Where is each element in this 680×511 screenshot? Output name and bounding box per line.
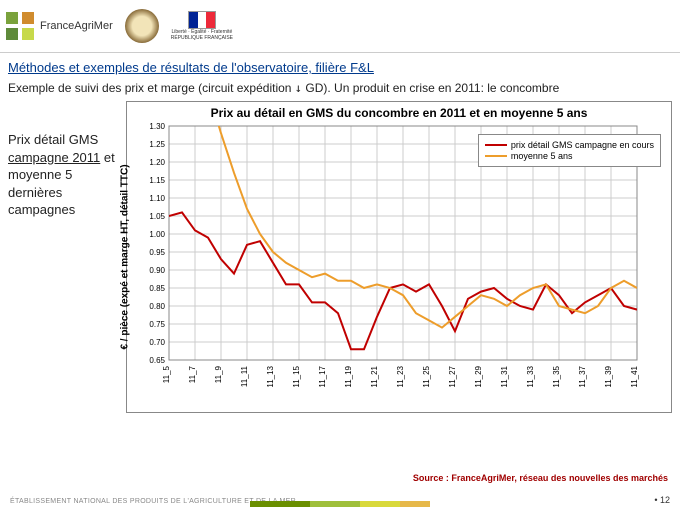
svg-text:11_29: 11_29 [474, 365, 483, 387]
svg-text:11_41: 11_41 [630, 365, 639, 387]
svg-text:0.90: 0.90 [149, 266, 165, 275]
svg-text:1.20: 1.20 [149, 158, 165, 167]
svg-text:11_5: 11_5 [162, 365, 171, 383]
svg-text:11_13: 11_13 [266, 365, 275, 387]
svg-text:11_7: 11_7 [188, 365, 197, 383]
footer-bars [250, 501, 430, 507]
round-logo-icon [125, 9, 159, 43]
footer: ÉTABLISSEMENT NATIONAL DES PRODUITS DE L… [0, 489, 680, 511]
down-arrow-icon: ↓ [295, 81, 302, 95]
svg-text:0.80: 0.80 [149, 302, 165, 311]
svg-text:11_9: 11_9 [214, 365, 223, 383]
source-text: Source : FranceAgriMer, réseau des nouve… [413, 473, 668, 483]
svg-text:1.05: 1.05 [149, 212, 165, 221]
chart: Prix au détail en GMS du concombre en 20… [126, 101, 672, 413]
legend-item: prix détail GMS campagne en cours [485, 140, 654, 150]
svg-text:11_17: 11_17 [318, 365, 327, 387]
page-number: • 12 [654, 495, 670, 505]
logo-squares-icon [6, 12, 34, 40]
svg-text:11_33: 11_33 [526, 365, 535, 387]
svg-text:11_31: 11_31 [500, 365, 509, 387]
svg-text:11_35: 11_35 [552, 365, 561, 387]
chart-title: Prix au détail en GMS du concombre en 20… [127, 102, 671, 120]
svg-text:11_15: 11_15 [292, 365, 301, 387]
logo-text: FranceAgriMer [40, 20, 113, 32]
flag-caption2: RÉPUBLIQUE FRANÇAISE [171, 35, 233, 41]
svg-text:11_21: 11_21 [370, 365, 379, 387]
svg-text:0.75: 0.75 [149, 320, 165, 329]
svg-text:1.25: 1.25 [149, 140, 165, 149]
side-caption: Prix détail GMS campagne 2011 et moyenne… [8, 101, 126, 413]
subtitle: Exemple de suivi des prix et marge (circ… [0, 79, 680, 101]
svg-text:0.70: 0.70 [149, 338, 165, 347]
svg-text:11_11: 11_11 [240, 365, 249, 387]
flag-icon [188, 11, 216, 29]
svg-text:11_27: 11_27 [448, 365, 457, 387]
svg-text:11_39: 11_39 [604, 365, 613, 387]
svg-text:11_25: 11_25 [422, 365, 431, 387]
svg-text:1.15: 1.15 [149, 176, 165, 185]
svg-text:0.85: 0.85 [149, 284, 165, 293]
legend-item: moyenne 5 ans [485, 151, 654, 161]
legend: prix détail GMS campagne en coursmoyenne… [478, 134, 661, 167]
logo-franceagrimer: FranceAgriMer [6, 12, 113, 40]
header: FranceAgriMer Liberté · Égalité · Frater… [0, 0, 680, 53]
svg-text:11_19: 11_19 [344, 365, 353, 387]
svg-text:0.65: 0.65 [149, 356, 165, 365]
section-title: Méthodes et exemples de résultats de l'o… [0, 53, 680, 79]
svg-text:1.30: 1.30 [149, 122, 165, 131]
flag-logo: Liberté · Égalité · Fraternité RÉPUBLIQU… [171, 11, 233, 41]
svg-text:1.10: 1.10 [149, 194, 165, 203]
svg-text:1.00: 1.00 [149, 230, 165, 239]
svg-text:0.95: 0.95 [149, 248, 165, 257]
svg-text:11_23: 11_23 [396, 365, 405, 387]
y-axis-label: € / pièce (expé et marge HT, détail TTC) [120, 164, 131, 349]
svg-text:11_37: 11_37 [578, 365, 587, 387]
